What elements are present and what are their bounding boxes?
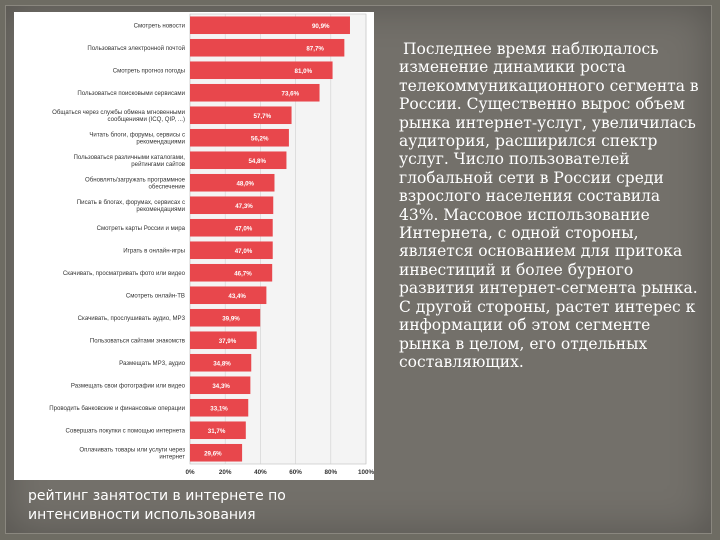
bar — [190, 443, 243, 462]
body-text: Последнее время наблюдалось изменение ди… — [399, 40, 699, 371]
category-label: Пользоваться различными каталогами, рейти… — [74, 154, 186, 168]
x-tick-label: 100% — [358, 469, 374, 476]
bar — [190, 83, 320, 102]
bar-value-label: 34,3% — [212, 383, 230, 390]
bar-value-label: 33,1% — [210, 405, 228, 412]
bar-value-label: 56,2% — [251, 135, 269, 142]
bar-value-label: 39,9% — [222, 315, 240, 322]
caption-line-2: интенсивности использования — [28, 507, 256, 523]
bar — [190, 151, 287, 170]
bar-value-label: 54,8% — [248, 158, 266, 165]
plot-area — [189, 13, 367, 465]
bar-value-label: 47,3% — [235, 203, 253, 210]
category-label: Совершать покупки с помощью интернета — [66, 427, 186, 434]
category-label: Размещать MP3, аудио — [119, 360, 186, 367]
category-label: Читать блоги, форумы, сервисы с рекоменда… — [89, 131, 185, 145]
bar — [190, 106, 292, 125]
x-tick-label: 80% — [324, 469, 337, 476]
bar-value-label: 37,9% — [219, 338, 237, 345]
bar — [190, 128, 289, 147]
category-label: Писать в блогах, форумах, сервисах с реко… — [77, 199, 185, 213]
category-label: Пользоваться сайтами знакомств — [90, 337, 185, 344]
bar-value-label: 73,6% — [282, 90, 300, 97]
x-tick-label: 0% — [185, 469, 195, 476]
bar — [190, 173, 275, 192]
bar — [190, 218, 273, 237]
bar-value-label: 81,0% — [295, 68, 313, 75]
bar-value-label: 31,7% — [208, 428, 226, 435]
bar-value-label: 57,7% — [254, 113, 272, 120]
bar-value-label: 47,0% — [235, 248, 253, 255]
bar-value-label: 43,4% — [228, 293, 246, 300]
bar — [190, 61, 333, 80]
category-label: Пользоваться электронной почтой — [87, 45, 185, 52]
bar-value-label: 47,0% — [235, 225, 253, 232]
category-label: Скачивать, просматривать фото или видео — [63, 270, 186, 277]
category-label: Проводить банковские и финансовые операц… — [49, 405, 185, 412]
bar-value-label: 46,7% — [234, 270, 252, 277]
bar-value-label: 34,8% — [213, 360, 231, 367]
category-label: Размещать свои фотографии или видео — [71, 382, 186, 389]
category-label: Смотреть прогноз погоды — [113, 67, 185, 74]
x-tick-label: 20% — [219, 469, 232, 476]
category-label: Обновлять/загружать программное обеспечен… — [85, 176, 186, 190]
body-paragraph: Последнее время наблюдалось изменение ди… — [399, 40, 699, 371]
bar — [190, 331, 257, 350]
bar — [190, 241, 273, 260]
bar — [190, 263, 273, 282]
category-label: Смотреть онлайн-ТВ — [126, 292, 185, 299]
category-label: Скачивать, прослушивать аудио, MP3 — [78, 315, 186, 322]
bar-value-label: 90,9% — [312, 23, 330, 30]
bar — [190, 376, 251, 395]
category-label: Играть в онлайн-игры — [123, 247, 185, 254]
chart-caption: рейтинг занятости в интернете по интенси… — [28, 487, 348, 525]
caption-line-1: рейтинг занятости в интернете по — [28, 488, 286, 504]
bar-value-label: 29,6% — [204, 450, 222, 457]
bar-value-label: 87,7% — [306, 45, 324, 52]
bar — [190, 421, 246, 440]
bar — [190, 196, 274, 215]
bar — [190, 286, 267, 305]
bar — [190, 38, 345, 57]
category-label: Пользоваться поисковыми сервисами — [77, 90, 185, 97]
category-label: Общаться через службы обмена мгновенными… — [52, 109, 185, 123]
bar-value-label: 48,0% — [236, 180, 254, 187]
bar — [190, 353, 252, 372]
category-label: Оплачивать товары или услуги через интерн… — [79, 446, 185, 460]
bar — [190, 398, 249, 417]
category-label: Смотреть карты России и мира — [97, 225, 186, 232]
bar-chart: 90,9% Смотреть новости 87,7% Пользоваться э… — [49, 13, 374, 476]
bar — [190, 16, 350, 35]
x-tick-label: 40% — [254, 469, 267, 476]
x-tick-label: 60% — [289, 469, 302, 476]
bar — [190, 308, 261, 327]
category-label: Смотреть новости — [134, 22, 185, 29]
chart-panel: 90,9% Смотреть новости 87,7% Пользоваться э… — [14, 12, 374, 480]
